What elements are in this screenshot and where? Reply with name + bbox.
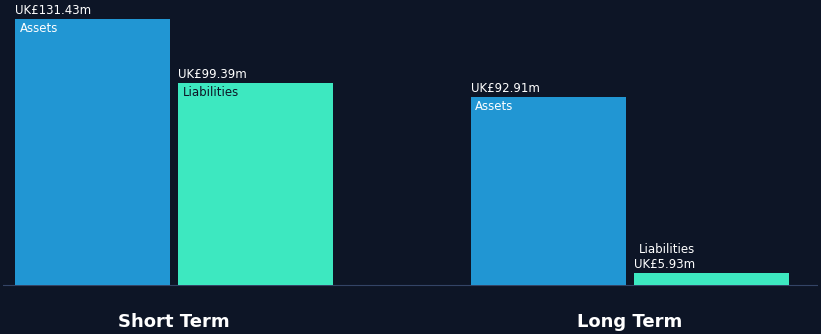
Text: Liabilities: Liabilities (639, 243, 695, 257)
Text: UK£131.43m: UK£131.43m (16, 4, 91, 17)
Text: UK£92.91m: UK£92.91m (471, 81, 540, 95)
Bar (178, 84, 333, 285)
Text: Liabilities: Liabilities (182, 87, 239, 100)
Text: Long Term: Long Term (577, 313, 683, 331)
Text: UK£5.93m: UK£5.93m (635, 258, 695, 271)
Bar (16, 19, 170, 285)
Text: Assets: Assets (20, 22, 57, 35)
Text: Assets: Assets (475, 100, 514, 113)
Text: UK£99.39m: UK£99.39m (178, 68, 247, 81)
Bar (471, 97, 626, 285)
Bar (635, 273, 789, 285)
Text: Short Term: Short Term (118, 313, 230, 331)
